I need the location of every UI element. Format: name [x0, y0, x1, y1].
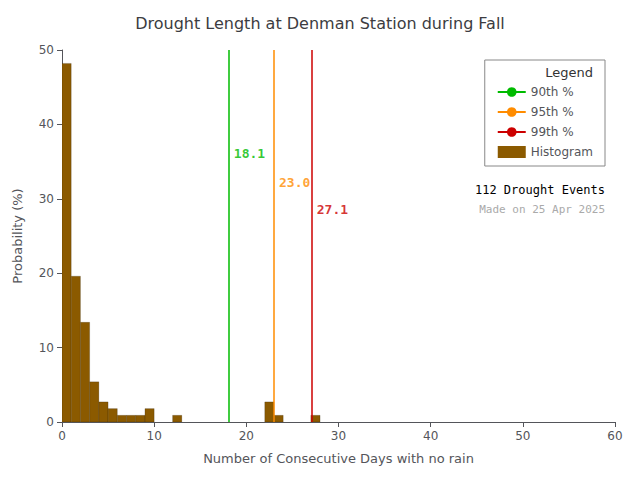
svg-text:30: 30 — [39, 192, 54, 206]
svg-text:112 Drought Events: 112 Drought Events — [475, 183, 605, 197]
svg-text:50: 50 — [515, 429, 530, 443]
svg-text:Probability (%): Probability (%) — [10, 188, 25, 283]
svg-text:Drought Length at Denman Stati: Drought Length at Denman Station during … — [135, 14, 505, 33]
svg-text:Number of Consecutive Days wit: Number of Consecutive Days with no rain — [203, 451, 474, 466]
svg-text:40: 40 — [423, 429, 438, 443]
svg-text:99th %: 99th % — [531, 125, 574, 139]
svg-text:20: 20 — [39, 266, 54, 280]
svg-text:27.1: 27.1 — [317, 202, 348, 217]
svg-text:Made on 25 Apr 2025: Made on 25 Apr 2025 — [479, 203, 605, 216]
svg-text:18.1: 18.1 — [234, 146, 265, 161]
svg-text:23.0: 23.0 — [279, 175, 310, 190]
svg-text:10: 10 — [39, 341, 54, 355]
svg-text:30: 30 — [331, 429, 346, 443]
svg-text:0: 0 — [58, 429, 66, 443]
svg-text:Histogram: Histogram — [531, 145, 593, 159]
svg-text:20: 20 — [239, 429, 254, 443]
svg-text:0: 0 — [46, 415, 54, 429]
svg-text:90th %: 90th % — [531, 85, 574, 99]
svg-text:95th %: 95th % — [531, 105, 574, 119]
svg-text:50: 50 — [39, 43, 54, 57]
svg-text:10: 10 — [147, 429, 162, 443]
svg-text:40: 40 — [39, 117, 54, 131]
svg-text:Legend: Legend — [545, 65, 593, 80]
svg-text:60: 60 — [607, 429, 622, 443]
